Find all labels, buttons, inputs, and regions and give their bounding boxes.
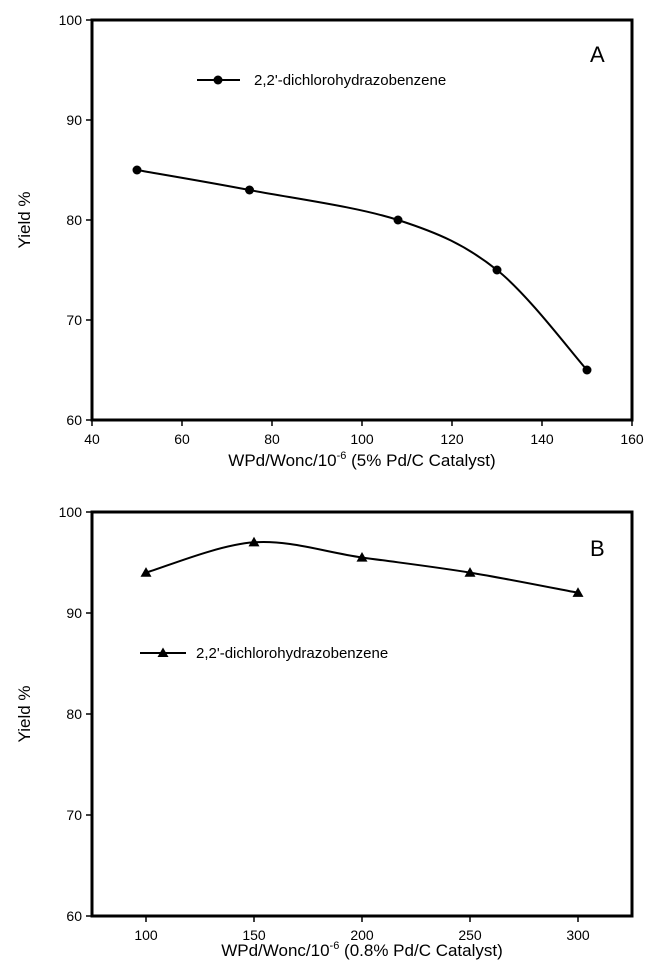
chart-a-x-tick-label: 40 [84,431,100,447]
chart-b-plot-frame [90,510,634,918]
chart-a-x-tick-label: 140 [530,431,554,447]
chart-a-x-tick-label: 100 [350,431,374,447]
chart-a-x-axis-title-tail: (5% Pd/C Catalyst) [346,451,495,470]
chart-a-y-tick-label: 70 [66,312,82,328]
chart-a-panel-label: A [590,42,605,67]
chart-b-y-tick-label: 60 [66,908,82,924]
chart-b-y-tick-label: 90 [66,605,82,621]
chart-a-y-ticks: 60 70 80 90 100 [59,12,92,428]
chart-b-x-tick-label: 100 [134,927,158,943]
chart-a-x-tick-label: 120 [440,431,464,447]
chart-a-x-tick-label: 80 [264,431,280,447]
chart-a-legend-marker [213,75,223,85]
chart-a-y-tick-label: 100 [59,12,83,28]
chart-b-x-tick-label: 150 [242,927,266,943]
chart-b-data-point [356,551,368,562]
chart-b: 60 70 80 90 100 100 150 200 250 300 B 2,2'-dichl… [15,504,634,960]
chart-b-x-ticks: 100 150 200 250 300 [134,916,590,943]
chart-b-x-tick-label: 250 [458,927,482,943]
chart-a-x-tick-label: 60 [174,431,190,447]
chart-b-y-tick-label: 80 [66,706,82,722]
chart-b-data-point [248,536,260,547]
chart-b-x-axis-title: WPd/Wonc/10-6 (0.8% Pd/C Catalyst) [221,940,503,960]
chart-a-data-point [245,185,254,195]
chart-b-panel-label: B [590,536,605,561]
chart-b-data-point [464,567,476,577]
chart-a-x-ticks: 40 60 80 100 120 140 160 [84,420,644,447]
chart-b-data-point [140,567,152,577]
chart-b-series-points [140,536,584,597]
chart-a-y-axis-title: Yield % [15,191,34,248]
chart-a-y-tick-label: 80 [66,212,82,228]
chart-b-x-tick-label: 300 [566,927,590,943]
chart-b-x-tick-label: 200 [350,927,374,943]
chart-a-legend-label: 2,2'-dichlorohydrazobenzene [254,72,446,89]
chart-b-y-tick-label: 100 [59,504,83,520]
chart-b-x-axis-title-tail: (0.8% Pd/C Catalyst) [339,941,502,960]
chart-a-x-tick-label: 160 [620,431,644,447]
chart-b-series-line [145,540,579,594]
chart-b-legend: 2,2'-dichlorohydrazobenzene [140,645,388,662]
chart-b-data-point [572,587,584,597]
chart-a-series-points [132,165,592,375]
chart-a-data-point [492,265,502,275]
chart-b-x-axis-title-sup: -6 [330,940,340,952]
chart-b-x-axis-title-main: WPd/Wonc/10 [221,941,329,960]
chart-b-legend-marker [157,647,169,657]
chart-a-y-tick-label: 60 [66,412,82,428]
chart-a-series-line [136,169,588,371]
chart-a-data-point [582,365,592,375]
chart-a-y-tick-label: 90 [66,112,82,128]
chart-a-x-axis-title-sup: -6 [337,450,347,462]
chart-a-x-axis-title: WPd/Wonc/10-6 (5% Pd/C Catalyst) [228,450,495,470]
chart-a-legend: 2,2'-dichlorohydrazobenzene [197,72,446,89]
chart-a-data-point [132,165,142,175]
chart-b-legend-label: 2,2'-dichlorohydrazobenzene [196,645,388,662]
chart-b-y-ticks: 60 70 80 90 100 [59,504,92,924]
chart-b-y-tick-label: 70 [66,807,82,823]
chart-a-data-point [393,215,403,225]
chart-a-x-axis-title-main: WPd/Wonc/10 [228,451,336,470]
chart-b-y-axis-title: Yield % [15,685,34,742]
